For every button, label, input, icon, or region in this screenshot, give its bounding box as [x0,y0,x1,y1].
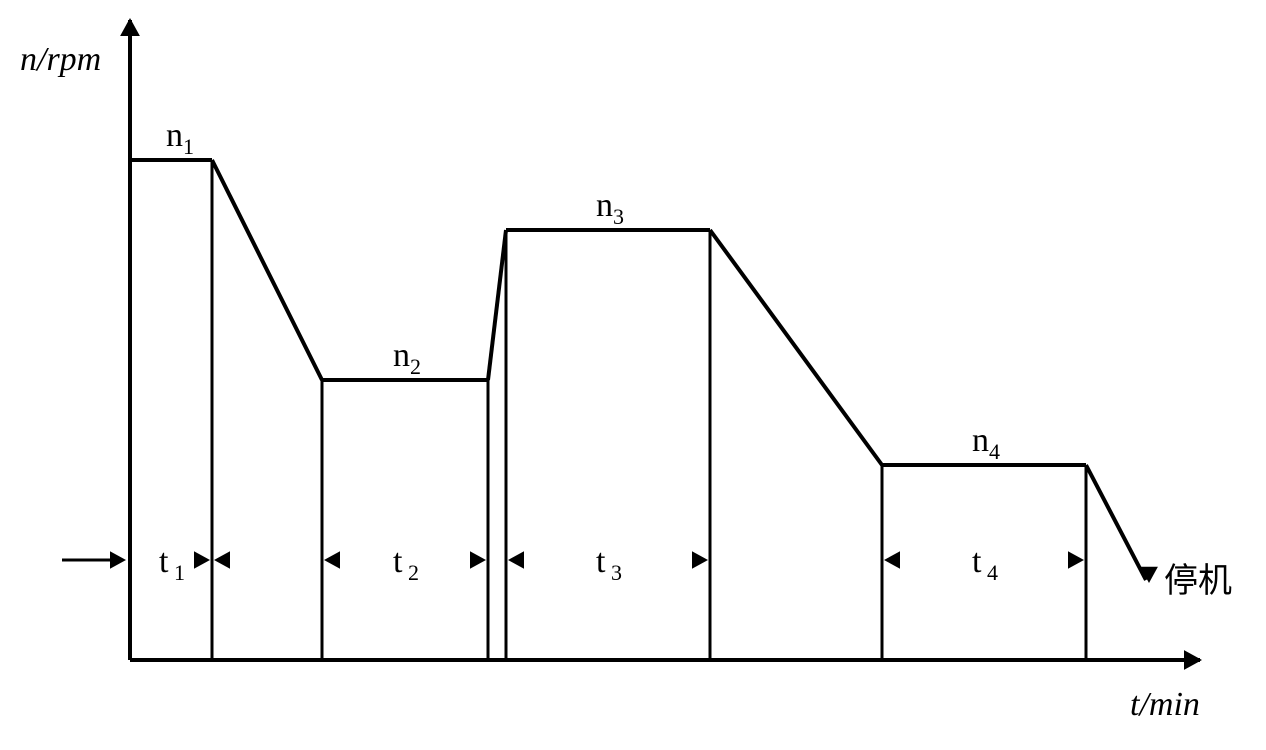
y-axis-label: n/rpm [20,41,101,78]
n2-label: n [393,337,410,374]
n1-label-sub: 1 [183,134,194,159]
t2-label-sub: 2 [408,560,419,585]
t1-label: t [159,543,169,580]
n2-label-sub: 2 [410,354,421,379]
t4-label: t [972,543,982,580]
n1-label: n [166,117,183,154]
t1-label-sub: 1 [174,560,185,585]
n3-label-sub: 3 [613,204,624,229]
x-axis-label: t/min [1130,686,1200,723]
t3-label: t [596,543,606,580]
stop-label: 停机 [1164,562,1232,600]
t2-label: t [393,543,403,580]
n4-label-sub: 4 [989,439,1000,464]
speed-time-chart: n/rpmt/min停机n1n2n3n4t1t2t3t4 [0,0,1266,750]
t4-label-sub: 4 [987,560,998,585]
n3-label: n [596,187,613,224]
n4-label: n [972,422,989,459]
t3-label-sub: 3 [611,560,622,585]
